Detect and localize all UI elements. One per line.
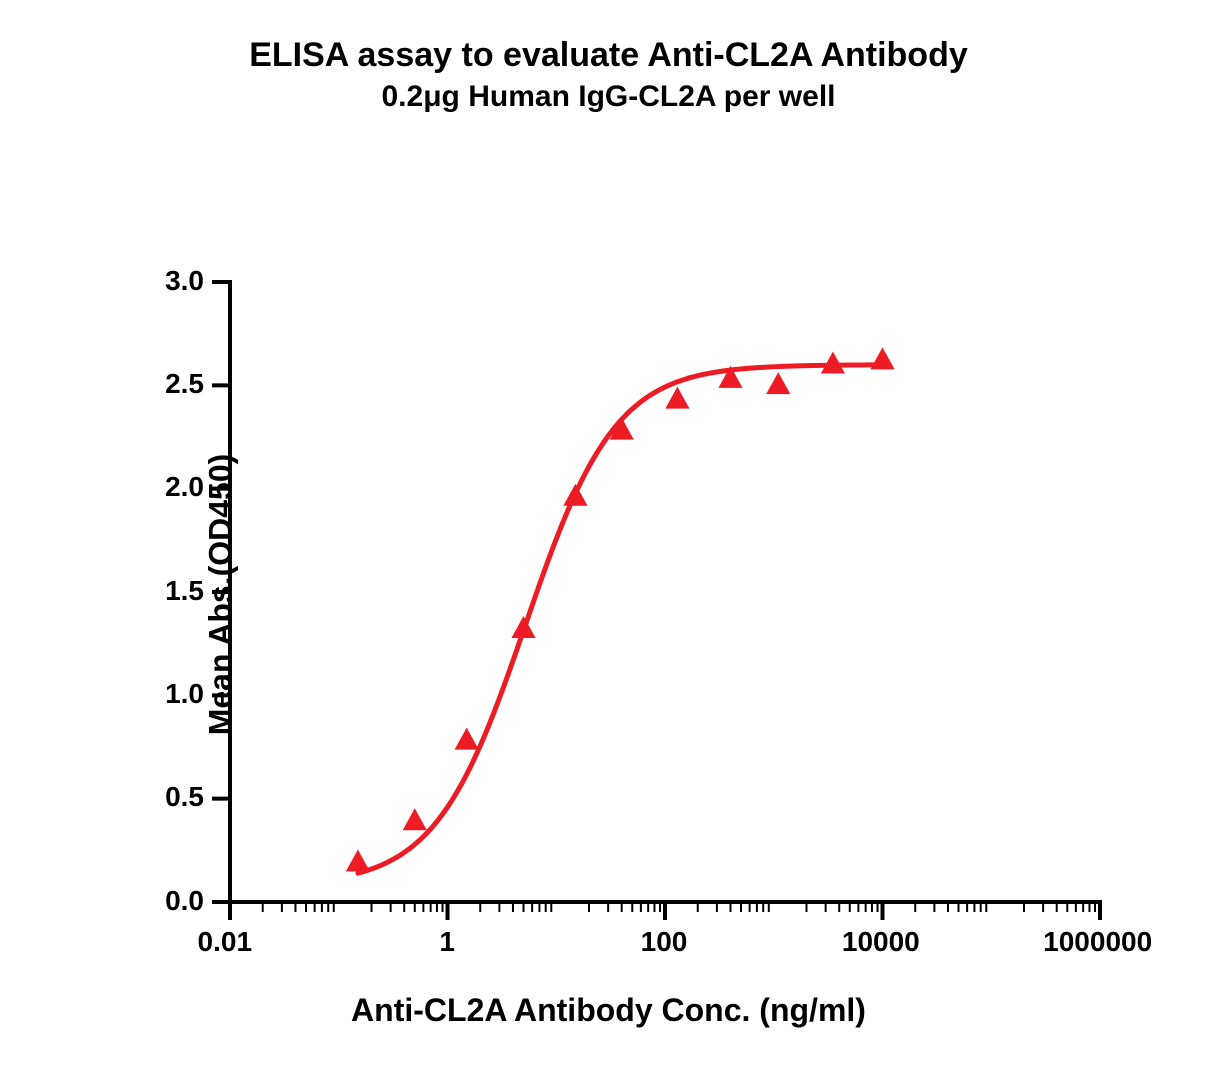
x-tick-label: 1: [439, 926, 455, 958]
y-tick-label: 0.5: [165, 781, 204, 813]
data-point: [403, 808, 427, 830]
x-tick-label: 100: [641, 926, 688, 958]
chart-plot-area: [0, 0, 1217, 1079]
x-tick-label: 10000: [842, 926, 920, 958]
y-tick-label: 2.5: [165, 368, 204, 400]
data-point: [346, 850, 370, 872]
y-tick-label: 2.0: [165, 471, 204, 503]
data-point: [563, 484, 587, 506]
y-tick-label: 0.0: [165, 885, 204, 917]
data-point: [766, 372, 790, 394]
y-tick-label: 1.0: [165, 678, 204, 710]
y-tick-label: 3.0: [165, 265, 204, 297]
data-point: [821, 351, 845, 373]
x-tick-label: 0.01: [198, 926, 253, 958]
data-point: [455, 728, 479, 750]
data-point: [511, 616, 535, 638]
x-tick-label: 1000000: [1043, 926, 1152, 958]
data-point: [665, 387, 689, 409]
y-tick-label: 1.5: [165, 575, 204, 607]
fit-curve: [358, 365, 883, 873]
data-point: [870, 347, 894, 369]
